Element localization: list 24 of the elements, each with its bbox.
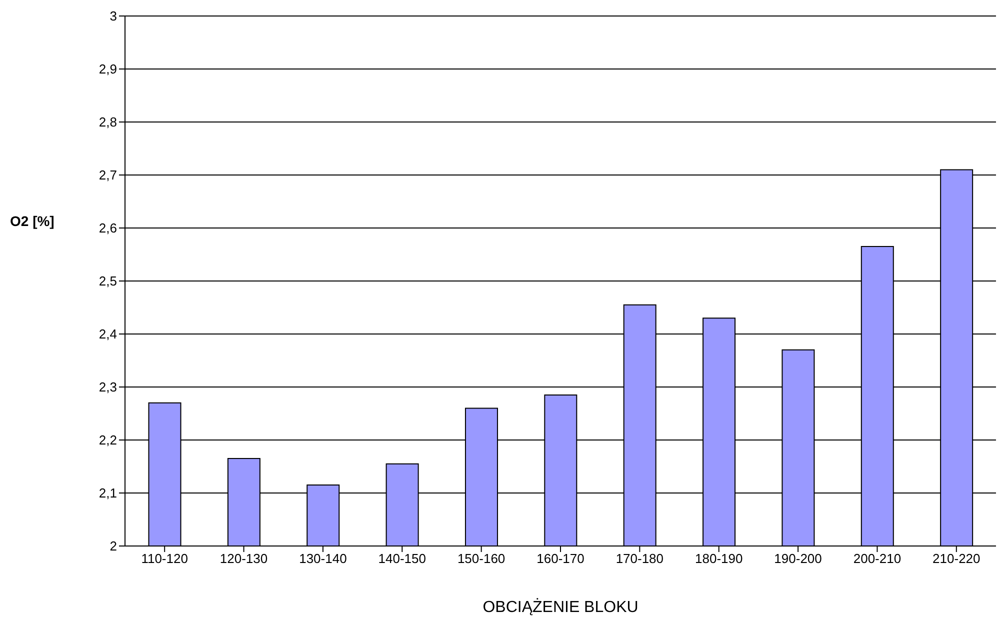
x-tick-label: 200-210 xyxy=(853,551,902,566)
y-tick-label: 2,4 xyxy=(98,326,117,342)
y-tick-label: 2,7 xyxy=(98,168,117,183)
y-tick-label: 2 xyxy=(110,538,117,554)
y-tick-label: 2,8 xyxy=(98,114,117,130)
x-tick-label: 150-160 xyxy=(457,551,506,566)
y-tick-label: 2,6 xyxy=(98,220,117,236)
x-tick-label: 160-170 xyxy=(536,551,584,566)
x-tick-label: 130-140 xyxy=(299,551,347,566)
x-tick-label: 180-190 xyxy=(695,551,743,566)
x-tick-label: 190-200 xyxy=(774,551,822,566)
y-tick-label: 2,2 xyxy=(98,432,117,448)
y-tick-label: 2,1 xyxy=(98,486,117,501)
x-axis-title: OBCIĄŻENIE BLOKU xyxy=(482,598,638,616)
x-tick-label: 110-120 xyxy=(141,551,188,566)
y-tick-label: 2,5 xyxy=(98,274,117,289)
y-tick-label: 3 xyxy=(110,8,117,24)
y-tick-label: 2,9 xyxy=(98,62,117,77)
x-tick-label: 120-130 xyxy=(220,551,268,566)
x-tick-label: 140-150 xyxy=(378,551,426,566)
x-tick-label: 210-220 xyxy=(932,551,980,566)
y-axis-title: O2 [%] xyxy=(10,212,54,229)
x-tick-label: 170-180 xyxy=(616,551,664,566)
y-tick-label: 2,3 xyxy=(98,380,117,395)
